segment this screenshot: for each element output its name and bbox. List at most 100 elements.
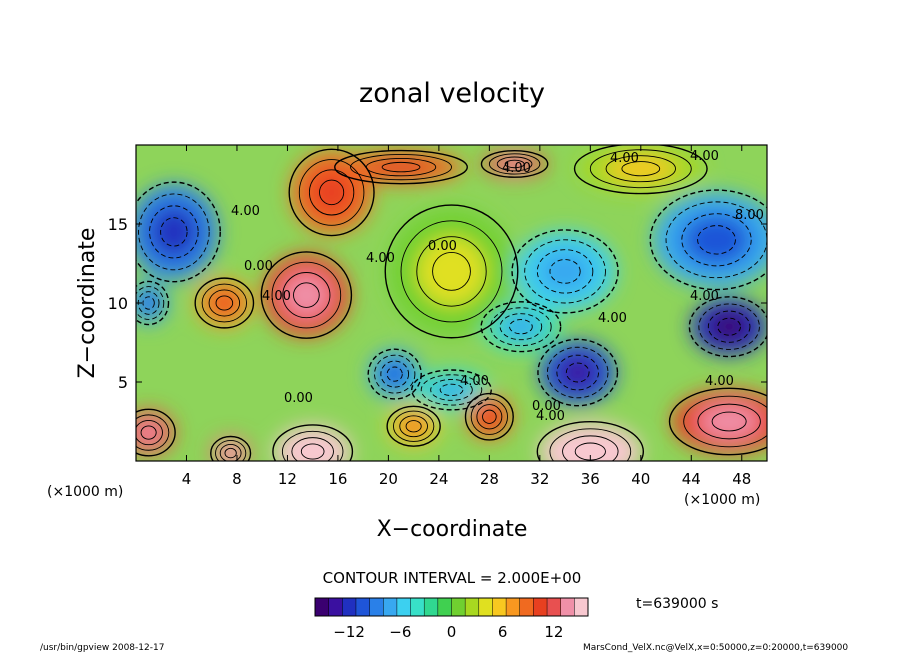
field-blob-core bbox=[556, 355, 599, 390]
contour-line bbox=[683, 395, 767, 448]
contour-label: 0.00 bbox=[428, 239, 457, 254]
contour-line bbox=[556, 354, 599, 391]
contour-line bbox=[138, 193, 210, 271]
colorbar-swatch bbox=[410, 598, 425, 616]
contour-line bbox=[707, 310, 751, 343]
contour-label: 4.00 bbox=[460, 374, 489, 389]
contour-line bbox=[215, 440, 247, 461]
contour-line bbox=[565, 362, 590, 383]
x-tick-label: 44 bbox=[682, 470, 701, 488]
contour-line bbox=[698, 303, 760, 350]
contour-label: 4.00 bbox=[705, 374, 734, 389]
contour-line bbox=[717, 317, 741, 336]
colorbar-swatch bbox=[478, 598, 493, 616]
contour-line bbox=[432, 251, 471, 291]
contour-line bbox=[293, 282, 320, 308]
contour-line bbox=[136, 286, 165, 320]
x-tick-label: 8 bbox=[232, 470, 242, 488]
contour-line bbox=[194, 277, 255, 329]
contour-line bbox=[367, 348, 422, 400]
contour-line bbox=[405, 420, 422, 433]
contour-line bbox=[224, 447, 237, 459]
colorbar-swatch bbox=[465, 598, 480, 616]
contour-label: 8.00 bbox=[735, 208, 764, 223]
x-tick-label: 36 bbox=[581, 470, 600, 488]
contour-label: 4.00 bbox=[366, 251, 395, 266]
contour-label: 4.00 bbox=[262, 289, 291, 304]
contour-label: 4.00 bbox=[690, 149, 719, 164]
contour-line bbox=[549, 428, 632, 461]
x-unit-right: (×1000 m) bbox=[684, 492, 760, 508]
field-blob-core bbox=[282, 272, 330, 318]
colorbar-tick-label: 12 bbox=[544, 623, 563, 641]
contour-line bbox=[136, 408, 176, 457]
field-blob-core bbox=[136, 420, 163, 445]
field-blob-core bbox=[500, 313, 542, 340]
contour-line bbox=[399, 415, 428, 438]
contour-label: 4.00 bbox=[598, 311, 627, 326]
contour-line bbox=[688, 296, 767, 358]
y-tick-label: 5 bbox=[118, 373, 128, 392]
colorbar-swatch bbox=[424, 598, 439, 616]
x-axis: 4 8 12 16 20 24 28 32 36 40 44 48 bbox=[182, 145, 751, 488]
colorbar-swatch bbox=[369, 598, 384, 616]
field-blob-core bbox=[681, 213, 752, 266]
file-footer: MarsCond_VelX.nc@VelX,x=0:50000,z=0:2000… bbox=[583, 643, 848, 653]
contour-line bbox=[621, 161, 661, 177]
contour-lines bbox=[136, 145, 767, 461]
contour-line bbox=[464, 392, 514, 441]
contour-line bbox=[668, 387, 767, 456]
colorbar-swatch bbox=[396, 598, 412, 616]
contour-line bbox=[140, 425, 157, 440]
x-tick-label: 12 bbox=[278, 470, 297, 488]
colorbar-ticks: −12 −6 0 6 12 bbox=[333, 623, 563, 641]
contour-label: 0.00 bbox=[532, 399, 561, 414]
contour-line bbox=[201, 283, 248, 323]
y-tick-label: 10 bbox=[108, 294, 128, 313]
colorbar-swatch bbox=[355, 598, 371, 616]
contour-line bbox=[308, 169, 355, 216]
contour-line bbox=[260, 251, 353, 339]
contour-line bbox=[511, 229, 619, 314]
x-tick-label: 32 bbox=[530, 470, 549, 488]
contour-line bbox=[480, 301, 562, 353]
contour-line bbox=[142, 296, 155, 310]
contour-label: 4.00 bbox=[690, 289, 719, 304]
field-blob-core bbox=[399, 415, 428, 437]
colorbar-tick-label: −12 bbox=[333, 623, 365, 641]
field-blob-core bbox=[497, 157, 532, 171]
field-blob-core bbox=[309, 169, 354, 215]
contour-line bbox=[546, 346, 609, 399]
x-tick-label: 16 bbox=[328, 470, 347, 488]
colorbar-tick-label: −6 bbox=[389, 623, 411, 641]
field-blob-core bbox=[708, 311, 750, 343]
contour-line bbox=[697, 403, 761, 440]
contour-line bbox=[416, 236, 487, 307]
x-tick-label: 24 bbox=[429, 470, 448, 488]
colorbar-swatch bbox=[342, 598, 357, 616]
plot-area: 4.000.004.000.004.000.004.004.004.000.00… bbox=[136, 145, 767, 461]
field-blob-core bbox=[149, 205, 199, 258]
x-tick-label: 48 bbox=[732, 470, 751, 488]
velocity-field bbox=[136, 145, 767, 461]
contour-line bbox=[208, 289, 241, 317]
program-footer: /usr/bin/gpview 2008-12-17 bbox=[40, 643, 164, 653]
colorbar-swatch bbox=[547, 598, 562, 616]
contour-line bbox=[282, 272, 331, 319]
contour-line bbox=[509, 319, 533, 335]
contour-line bbox=[380, 360, 410, 388]
contour-line bbox=[149, 205, 199, 259]
contour-line bbox=[319, 179, 345, 206]
contour-label: 0.00 bbox=[284, 391, 313, 406]
contour-line bbox=[136, 181, 221, 283]
field-blob-core bbox=[476, 404, 502, 429]
y-tick-label: 15 bbox=[108, 215, 128, 234]
contour-line bbox=[384, 204, 519, 339]
contour-line bbox=[381, 161, 421, 173]
contour-line bbox=[524, 239, 606, 304]
contour-interval-text: CONTOUR INTERVAL = 2.000E+00 bbox=[323, 569, 582, 587]
contour-line bbox=[562, 435, 619, 461]
contour-line bbox=[573, 145, 708, 195]
contour-line bbox=[136, 414, 170, 451]
